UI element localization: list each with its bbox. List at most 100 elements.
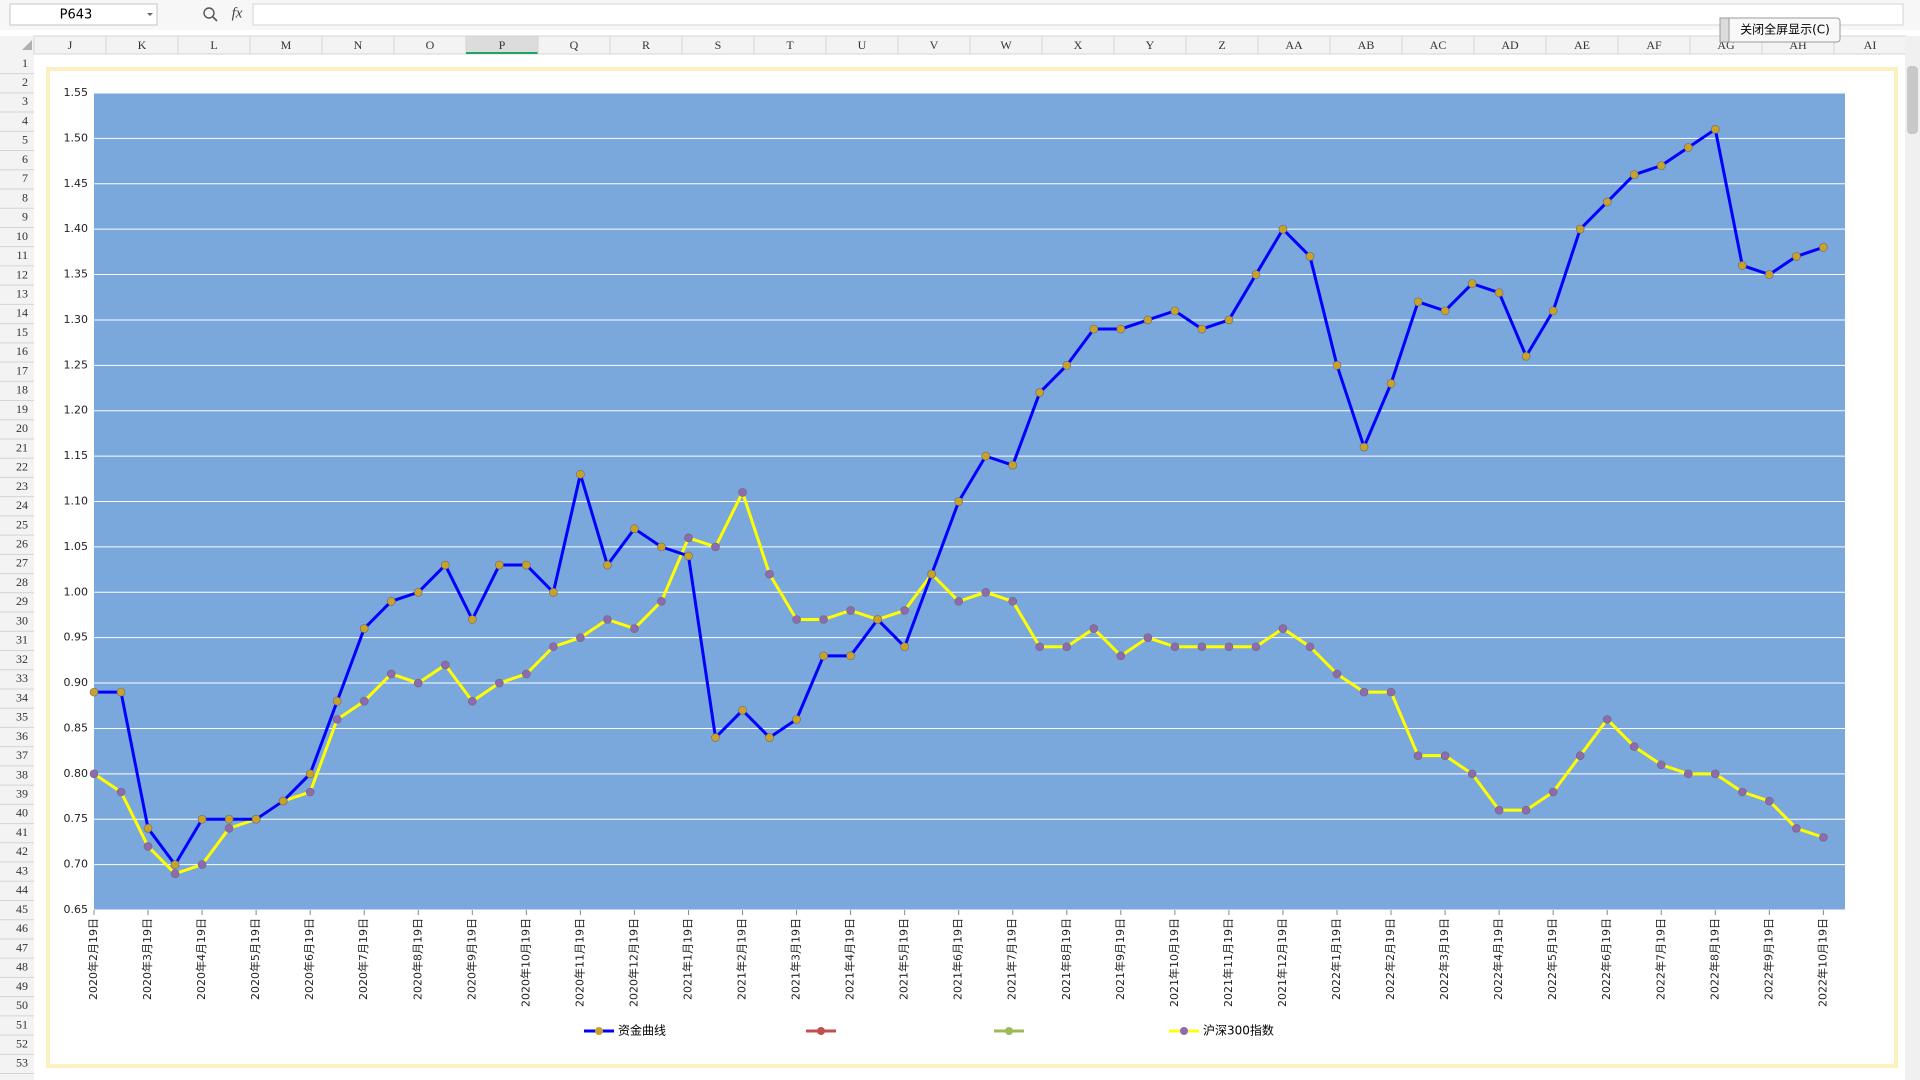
data-point: [1629, 742, 1639, 751]
y-tick-label: 1.40: [64, 222, 89, 235]
row-header-label: 14: [16, 306, 28, 320]
legend-marker: [817, 1027, 825, 1035]
data-point: [1224, 315, 1234, 325]
row-header-label: 16: [16, 344, 28, 358]
data-point: [711, 542, 720, 552]
legend-marker: [1005, 1027, 1013, 1035]
data-point: [576, 469, 585, 479]
data-point: [1683, 769, 1693, 779]
column-header-label: R: [642, 38, 650, 52]
x-tick-label: 2020年7月19日: [356, 918, 370, 1000]
zoom-icon-handle: [212, 16, 218, 22]
x-tick-label: 2021年5月19日: [897, 918, 911, 1000]
data-point: [386, 669, 396, 679]
column-header-label: AI: [1864, 38, 1877, 52]
column-header-label: Q: [570, 38, 579, 52]
vertical-scrollbar[interactable]: [1905, 36, 1920, 1080]
row-header-label: 8: [22, 190, 28, 204]
name-box[interactable]: [9, 3, 158, 26]
data-point: [440, 660, 450, 670]
data-point: [116, 687, 126, 697]
data-point: [657, 597, 666, 606]
data-point: [1548, 787, 1558, 797]
data-point: [1440, 306, 1450, 316]
data-point: [1170, 306, 1180, 316]
row-header-label: 42: [16, 844, 28, 858]
column-header-label: J: [68, 38, 73, 52]
row-header-label: 41: [16, 825, 28, 839]
data-point: [468, 696, 477, 706]
data-point: [1792, 823, 1801, 833]
data-point: [495, 560, 504, 570]
row-header-label: 3: [22, 94, 28, 108]
x-tick-label: 2022年9月19日: [1761, 918, 1775, 1000]
data-point: [522, 669, 531, 679]
x-tick-label: 2020年8月19日: [410, 918, 424, 1000]
row-header-label: 35: [16, 710, 28, 724]
data-point: [1251, 642, 1261, 652]
x-tick-label: 2020年11月19日: [572, 918, 586, 1007]
data-point: [1062, 642, 1072, 652]
column-header-label: U: [858, 38, 867, 52]
x-tick-label: 2022年6月19日: [1599, 918, 1613, 1000]
row-header-label: 27: [16, 556, 28, 570]
x-tick-label: 2021年6月19日: [951, 918, 965, 1000]
x-tick-label: 2020年3月19日: [140, 918, 154, 1000]
data-point: [522, 560, 531, 570]
data-point: [495, 678, 504, 688]
data-point: [1467, 769, 1477, 779]
zoom-icon[interactable]: [203, 7, 215, 19]
y-tick-label: 1.10: [64, 495, 89, 508]
y-tick-label: 1.00: [64, 585, 89, 598]
data-point: [873, 615, 882, 624]
data-point: [332, 696, 342, 706]
data-point: [1792, 252, 1801, 261]
y-tick-label: 1.55: [64, 86, 89, 99]
data-point: [1197, 324, 1207, 334]
name-box-arrow[interactable]: [147, 13, 153, 16]
row-header-label: 19: [16, 402, 28, 416]
formula-input[interactable]: [252, 3, 1904, 26]
close-fullscreen-text[interactable]: 关闭全屏显示(C): [1740, 22, 1830, 37]
data-point: [1332, 361, 1342, 370]
row-header-label: 45: [16, 902, 28, 916]
data-point: [1359, 442, 1369, 452]
x-tick-label: 2021年10月19日: [1167, 918, 1181, 1007]
row-header-label: 34: [16, 690, 28, 704]
data-point: [738, 705, 747, 715]
data-point: [1819, 243, 1828, 252]
row-header-label: 11: [16, 248, 28, 262]
column-header-label: Y: [1146, 38, 1155, 52]
row-header-label: 31: [16, 633, 28, 647]
row-header-label: 39: [16, 786, 28, 800]
y-tick-label: 1.50: [64, 131, 89, 144]
column-header-label: W: [1000, 38, 1012, 52]
data-point: [1143, 315, 1153, 325]
y-tick-label: 0.95: [64, 631, 89, 644]
data-point: [1738, 261, 1747, 270]
legend-label: 资金曲线: [618, 1023, 666, 1038]
data-point: [170, 860, 180, 869]
x-tick-label: 2021年8月19日: [1059, 918, 1073, 1000]
data-point: [1413, 297, 1423, 307]
y-tick-label: 1.15: [64, 449, 89, 462]
row-header-label: 12: [16, 267, 28, 281]
data-point: [630, 524, 639, 534]
x-tick-label: 2022年10月19日: [1815, 918, 1829, 1007]
data-point: [89, 687, 99, 697]
column-header-label: M: [281, 38, 292, 52]
select-all[interactable]: [22, 40, 32, 50]
row-header-label: 26: [16, 537, 28, 551]
row-header-label: 25: [16, 517, 28, 531]
data-point: [576, 633, 585, 642]
column-header-label: O: [426, 38, 435, 52]
y-tick-label: 0.85: [64, 721, 89, 734]
data-point: [1440, 751, 1450, 760]
fx-label[interactable]: fx: [232, 5, 243, 21]
column-header-label: AA: [1285, 38, 1303, 52]
x-tick-label: 2021年2月19日: [735, 918, 749, 1000]
scrollbar-thumb[interactable]: [1907, 66, 1918, 134]
column-header-label: L: [210, 38, 217, 52]
row-header-label: 51: [16, 1017, 28, 1031]
data-point: [1197, 642, 1207, 652]
